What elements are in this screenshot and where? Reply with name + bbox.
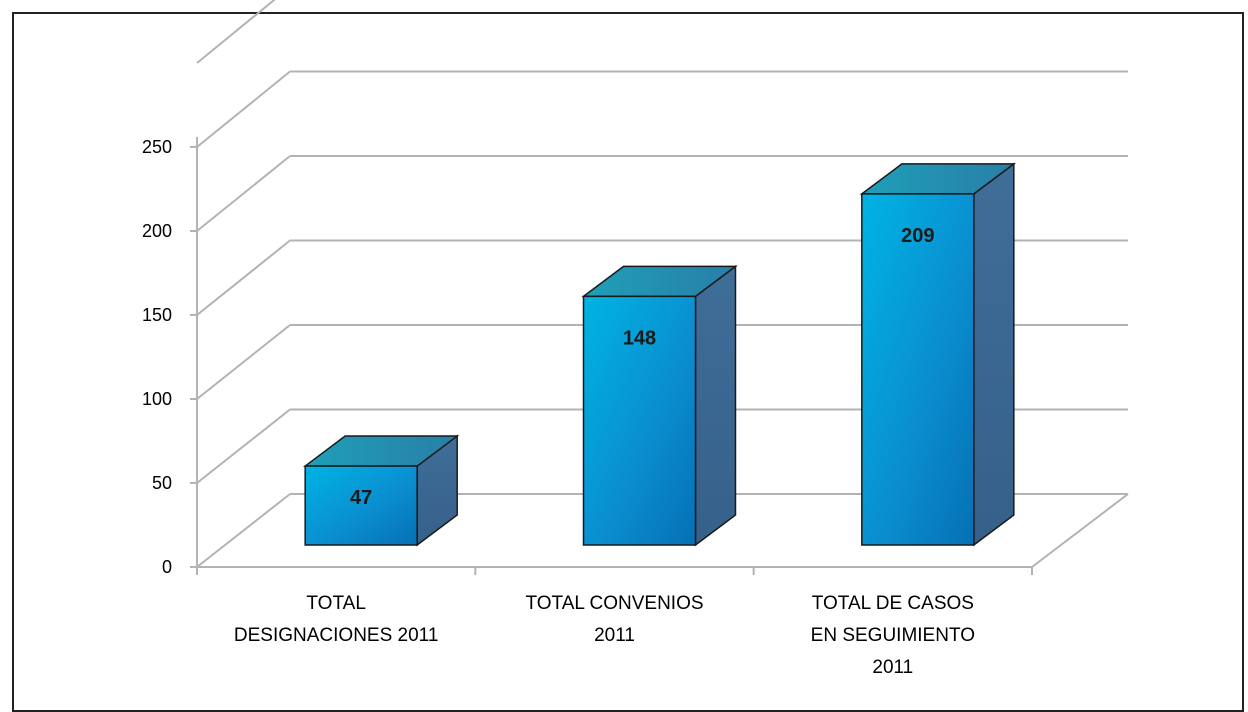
y-tick-label: 200 xyxy=(142,221,172,241)
y-tick-label: 100 xyxy=(142,389,172,409)
x-tick-label: TOTAL xyxy=(306,593,365,614)
data-label: 148 xyxy=(623,327,656,349)
axes xyxy=(190,137,1033,575)
bar xyxy=(861,193,975,546)
side-gridline xyxy=(196,324,291,400)
x-tick-label: DESIGNACIONES 2011 xyxy=(234,625,439,646)
side-gridline xyxy=(196,0,276,64)
side-gridline xyxy=(196,155,291,232)
side-gridline xyxy=(196,493,291,568)
x-tick-label: EN SEGUIMIENTO xyxy=(811,625,975,646)
y-tick-label: 50 xyxy=(152,473,172,493)
labels: 0 50 100 150 200 250 47 TOTAL DESIGNACIONES 2011… xyxy=(142,137,975,678)
data-label: 209 xyxy=(901,225,934,247)
y-tick-label: 150 xyxy=(142,305,172,325)
x-tick-label: TOTAL DE CASOS xyxy=(812,593,974,614)
side-gridline xyxy=(196,239,291,316)
y-tick-label: 0 xyxy=(162,557,172,577)
bars xyxy=(302,162,1017,547)
side-gridline xyxy=(196,408,291,484)
bar xyxy=(582,295,697,546)
bar xyxy=(304,465,418,546)
bar-side xyxy=(694,264,737,547)
x-tick-label: 2011 xyxy=(872,657,913,678)
x-tick-label: TOTAL CONVENIOS xyxy=(525,593,703,614)
y-tick-label: 250 xyxy=(142,137,172,157)
bar-side xyxy=(973,162,1015,547)
x-tick-label: 2011 xyxy=(594,625,635,646)
floor-edge xyxy=(1031,493,1129,568)
side-gridline xyxy=(196,70,291,148)
data-label: 47 xyxy=(350,487,372,509)
